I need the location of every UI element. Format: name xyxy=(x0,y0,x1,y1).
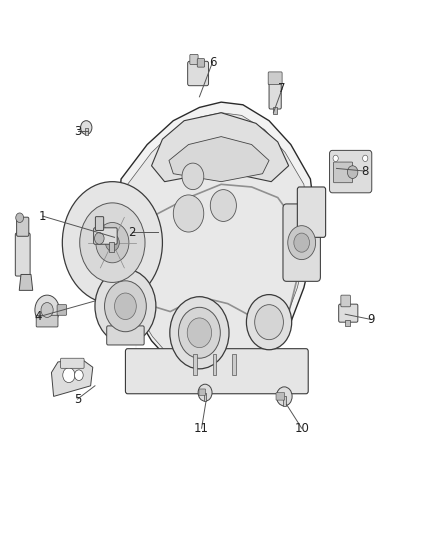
FancyBboxPatch shape xyxy=(283,204,321,281)
Text: 10: 10 xyxy=(294,422,309,435)
Text: 6: 6 xyxy=(209,56,216,69)
FancyBboxPatch shape xyxy=(297,187,325,237)
Circle shape xyxy=(115,293,136,319)
Circle shape xyxy=(96,222,129,263)
Circle shape xyxy=(16,213,24,222)
Text: 7: 7 xyxy=(279,83,286,95)
Bar xyxy=(283,397,286,406)
FancyBboxPatch shape xyxy=(187,61,208,86)
Circle shape xyxy=(333,155,338,161)
Polygon shape xyxy=(117,102,315,381)
Text: 3: 3 xyxy=(74,125,81,138)
Bar xyxy=(193,354,197,375)
Circle shape xyxy=(247,295,292,350)
FancyBboxPatch shape xyxy=(60,358,84,368)
Circle shape xyxy=(347,166,358,179)
FancyBboxPatch shape xyxy=(57,305,67,316)
Bar xyxy=(272,107,277,114)
Circle shape xyxy=(363,155,368,161)
Circle shape xyxy=(106,234,119,251)
Circle shape xyxy=(170,297,229,369)
FancyBboxPatch shape xyxy=(190,54,198,64)
FancyBboxPatch shape xyxy=(94,228,117,244)
Polygon shape xyxy=(152,113,289,182)
Circle shape xyxy=(182,163,204,190)
FancyBboxPatch shape xyxy=(95,216,104,230)
Circle shape xyxy=(179,308,220,358)
Circle shape xyxy=(74,370,83,381)
Circle shape xyxy=(173,195,204,232)
FancyBboxPatch shape xyxy=(268,72,282,85)
Text: 4: 4 xyxy=(35,310,42,324)
Circle shape xyxy=(210,190,237,221)
FancyBboxPatch shape xyxy=(333,162,353,183)
Polygon shape xyxy=(51,359,93,397)
Circle shape xyxy=(288,225,316,260)
Circle shape xyxy=(95,232,104,244)
Circle shape xyxy=(276,387,292,406)
Circle shape xyxy=(95,269,156,343)
FancyBboxPatch shape xyxy=(197,59,205,67)
Text: 2: 2 xyxy=(128,225,136,239)
FancyBboxPatch shape xyxy=(199,389,205,395)
Circle shape xyxy=(198,384,212,401)
FancyBboxPatch shape xyxy=(276,393,285,400)
Bar xyxy=(204,393,206,401)
Circle shape xyxy=(63,368,75,383)
FancyBboxPatch shape xyxy=(329,150,372,193)
Circle shape xyxy=(254,305,283,340)
Polygon shape xyxy=(169,136,269,182)
Circle shape xyxy=(35,295,59,325)
Text: 1: 1 xyxy=(39,209,46,223)
FancyBboxPatch shape xyxy=(15,233,30,276)
Text: 9: 9 xyxy=(367,313,375,326)
FancyBboxPatch shape xyxy=(125,349,308,394)
Bar xyxy=(85,127,88,135)
Circle shape xyxy=(41,303,53,317)
FancyBboxPatch shape xyxy=(339,304,358,322)
Circle shape xyxy=(81,120,92,134)
Bar xyxy=(213,354,216,375)
Circle shape xyxy=(105,281,146,332)
Circle shape xyxy=(294,233,310,252)
Bar xyxy=(110,242,114,252)
Text: 5: 5 xyxy=(74,393,81,406)
Bar xyxy=(345,319,350,326)
FancyBboxPatch shape xyxy=(107,326,144,345)
Circle shape xyxy=(187,318,212,348)
FancyBboxPatch shape xyxy=(341,295,350,307)
Text: 11: 11 xyxy=(194,422,209,435)
FancyBboxPatch shape xyxy=(269,82,281,109)
Polygon shape xyxy=(19,274,33,290)
Bar xyxy=(233,354,236,375)
FancyBboxPatch shape xyxy=(17,217,29,236)
Text: 8: 8 xyxy=(361,165,368,177)
FancyBboxPatch shape xyxy=(36,316,58,327)
Circle shape xyxy=(62,182,162,304)
Polygon shape xyxy=(121,113,308,376)
Circle shape xyxy=(80,203,145,282)
